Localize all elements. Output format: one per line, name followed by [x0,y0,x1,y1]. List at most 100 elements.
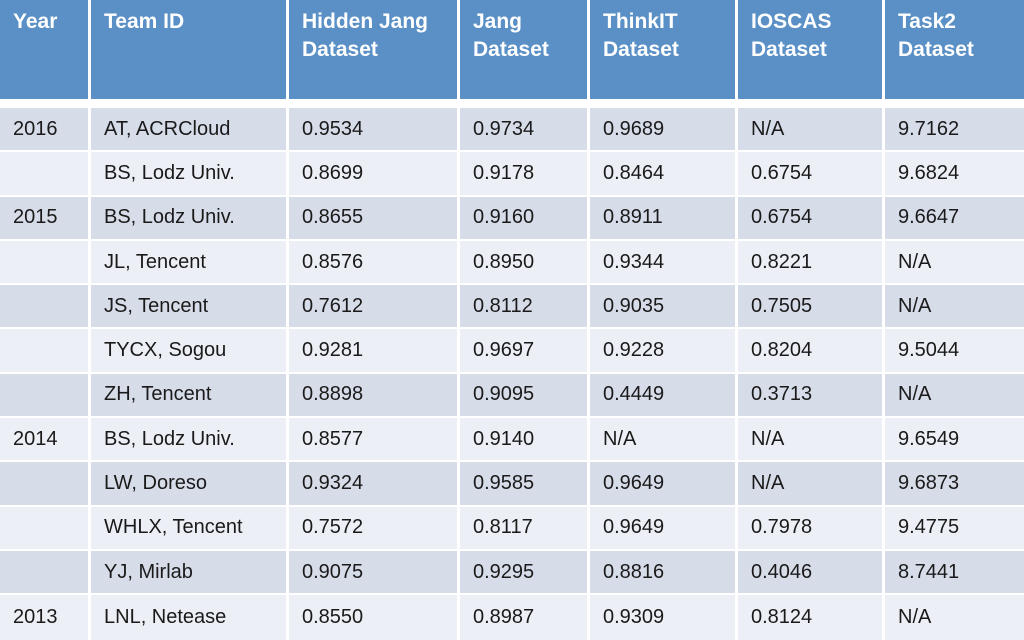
cell-thinkit: 0.9309 [590,595,738,640]
cell-hidden_jang: 0.9324 [289,462,460,507]
cell-jang: 0.8950 [460,240,590,286]
cell-thinkit: 0.9035 [590,285,738,330]
cell-team: LW, Doreso [91,462,289,507]
cell-jang: 0.8987 [460,595,590,640]
column-header-jang: Jang Dataset [460,0,590,108]
cell-task2: 9.7162 [885,108,1024,153]
cell-task2: 9.6824 [885,152,1024,197]
cell-year [0,240,91,286]
cell-hidden_jang: 0.9534 [289,108,460,153]
cell-jang: 0.9160 [460,196,590,241]
cell-ioscas: 0.7505 [738,285,885,330]
cell-task2: 9.6549 [885,418,1024,463]
cell-thinkit: 0.9649 [590,462,738,507]
cell-thinkit: 0.4449 [590,373,738,419]
cell-year [0,373,91,419]
cell-thinkit: 0.9344 [590,240,738,286]
cell-year [0,462,91,507]
cell-thinkit: 0.8816 [590,550,738,596]
cell-task2: 8.7441 [885,550,1024,596]
table-row: LW, Doreso 0.9324 0.9585 0.9649 N/A 9.6873 [0,462,1024,507]
cell-ioscas: 0.4046 [738,550,885,596]
cell-hidden_jang: 0.7612 [289,285,460,330]
table-row: YJ, Mirlab 0.9075 0.9295 0.8816 0.4046 8.7441 [0,550,1024,596]
cell-task2: N/A [885,285,1024,330]
cell-thinkit: 0.9689 [590,108,738,153]
cell-team: BS, Lodz Univ. [91,196,289,241]
cell-hidden_jang: 0.7572 [289,506,460,551]
cell-hidden_jang: 0.9281 [289,329,460,374]
cell-jang: 0.8117 [460,506,590,551]
cell-team: BS, Lodz Univ. [91,418,289,463]
cell-team: WHLX, Tencent [91,506,289,551]
cell-team: BS, Lodz Univ. [91,152,289,197]
table-row: 2016 AT, ACRCloud 0.9534 0.9734 0.9689 N/A 9.7… [0,108,1024,153]
cell-hidden_jang: 0.8898 [289,373,460,419]
cell-jang: 0.9697 [460,329,590,374]
table-row: JL, Tencent 0.8576 0.8950 0.9344 0.8221 N/A [0,240,1024,286]
cell-task2: 9.6873 [885,462,1024,507]
cell-year [0,506,91,551]
table-row: TYCX, Sogou 0.9281 0.9697 0.9228 0.8204 9.504… [0,329,1024,374]
cell-ioscas: 0.8124 [738,595,885,640]
cell-year [0,285,91,330]
cell-year [0,329,91,374]
cell-task2: N/A [885,373,1024,419]
cell-jang: 0.9585 [460,462,590,507]
table-header: Year Team ID Hidden Jang Dataset Jang Datas… [0,0,1024,108]
cell-thinkit: N/A [590,418,738,463]
cell-ioscas: N/A [738,462,885,507]
cell-year: 2014 [0,418,91,463]
cell-thinkit: 0.9649 [590,506,738,551]
column-header-ioscas: IOSCAS Dataset [738,0,885,108]
cell-team: JL, Tencent [91,240,289,286]
cell-hidden_jang: 0.8577 [289,418,460,463]
cell-team: ZH, Tencent [91,373,289,419]
cell-thinkit: 0.8911 [590,196,738,241]
cell-task2: N/A [885,595,1024,640]
cell-ioscas: 0.3713 [738,373,885,419]
cell-year: 2013 [0,595,91,640]
cell-ioscas: N/A [738,108,885,153]
table-row: JS, Tencent 0.7612 0.8112 0.9035 0.7505 N/A [0,285,1024,330]
cell-year [0,550,91,596]
cell-thinkit: 0.8464 [590,152,738,197]
table-row: 2013 LNL, Netease 0.8550 0.8987 0.9309 0.8124… [0,595,1024,640]
cell-jang: 0.9095 [460,373,590,419]
cell-year: 2015 [0,196,91,241]
cell-ioscas: 0.6754 [738,152,885,197]
cell-hidden_jang: 0.8699 [289,152,460,197]
header-row: Year Team ID Hidden Jang Dataset Jang Datas… [0,0,1024,108]
cell-ioscas: 0.6754 [738,196,885,241]
column-header-task2: Task2 Dataset [885,0,1024,108]
cell-jang: 0.9734 [460,108,590,153]
cell-team: AT, ACRCloud [91,108,289,153]
table-row: 2015 BS, Lodz Univ. 0.8655 0.9160 0.8911 0.67… [0,196,1024,241]
cell-task2: 9.4775 [885,506,1024,551]
cell-ioscas: N/A [738,418,885,463]
table-row: ZH, Tencent 0.8898 0.9095 0.4449 0.3713 N/A [0,373,1024,419]
cell-jang: 0.9140 [460,418,590,463]
cell-jang: 0.8112 [460,285,590,330]
cell-task2: N/A [885,240,1024,286]
table-row: WHLX, Tencent 0.7572 0.8117 0.9649 0.7978 9.4… [0,506,1024,551]
cell-task2: 9.6647 [885,196,1024,241]
cell-team: LNL, Netease [91,595,289,640]
column-header-team: Team ID [91,0,289,108]
table-body: 2016 AT, ACRCloud 0.9534 0.9734 0.9689 N/A 9.7… [0,108,1024,640]
cell-ioscas: 0.7978 [738,506,885,551]
cell-year [0,152,91,197]
cell-hidden_jang: 0.8576 [289,240,460,286]
cell-ioscas: 0.8221 [738,240,885,286]
cell-task2: 9.5044 [885,329,1024,374]
cell-team: YJ, Mirlab [91,550,289,596]
cell-thinkit: 0.9228 [590,329,738,374]
cell-jang: 0.9295 [460,550,590,596]
cell-team: TYCX, Sogou [91,329,289,374]
cell-hidden_jang: 0.9075 [289,550,460,596]
column-header-hidden_jang: Hidden Jang Dataset [289,0,460,108]
cell-jang: 0.9178 [460,152,590,197]
cell-team: JS, Tencent [91,285,289,330]
table-row: 2014 BS, Lodz Univ. 0.8577 0.9140 N/A N/A 9.65… [0,418,1024,463]
